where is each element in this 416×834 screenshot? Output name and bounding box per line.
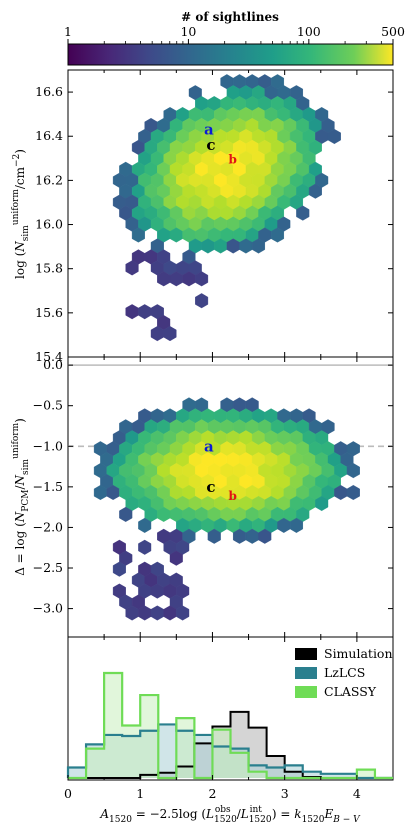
middle-hexbin — [289, 517, 303, 533]
axis-ticks: 0 1 2 3 4 15.4 15.6 15.8 16.0 16.2 16.4 16.6 0.0 −0.5… — [33, 70, 393, 801]
y-tick-label: 16.6 — [35, 84, 63, 99]
y-tick-label: 0.0 — [43, 357, 63, 372]
x-tick-label: 2 — [208, 786, 216, 801]
marker-c: c — [206, 136, 215, 154]
y-tick-label: 15.6 — [35, 305, 63, 320]
y-tick-label: 15.8 — [35, 261, 63, 276]
middle-hexbin — [138, 539, 152, 555]
top-hexbin — [327, 128, 341, 145]
y-tick-label: 16.0 — [35, 217, 63, 232]
middle-hexbin — [150, 605, 164, 621]
y-tick-label: 16.4 — [35, 128, 63, 143]
middle-hexbin — [346, 463, 360, 479]
middle-hexbin — [207, 528, 221, 544]
y-tick-label: −3.0 — [33, 601, 63, 616]
middle-hexbin — [112, 561, 126, 577]
bottom-panel-frame — [67, 636, 394, 781]
x-tick-label: 3 — [281, 786, 289, 801]
bottom-xlabel: A1520 = −2.5log (L1520obs/L1520int) = k1… — [99, 805, 361, 825]
middle-hexbin — [138, 517, 152, 533]
legend-label-lzlcs: LzLCS — [324, 665, 365, 680]
x-tick-label: 4 — [353, 786, 361, 801]
middle-hexbin — [346, 484, 360, 501]
colorbar-title: # of sightlines — [181, 10, 279, 24]
colorbar: # of sightlines 1 10 100 500 — [64, 10, 405, 66]
top-hexbin — [195, 293, 209, 309]
y-tick-label: −1.5 — [33, 479, 63, 494]
x-tick-label: 1 — [136, 786, 144, 801]
top-hexbin — [125, 260, 139, 276]
middle-hexbin — [119, 506, 133, 522]
marker-b: b — [228, 152, 236, 166]
y-tick-label: 16.2 — [35, 172, 63, 187]
colorbar-ticks: 1 10 100 500 — [64, 24, 405, 44]
colorbar-gradient — [67, 43, 394, 66]
top-ylabel: log (Nsimuniform/cm−2) — [11, 149, 31, 279]
middle-hexbins — [93, 397, 360, 621]
legend-label-simulation: Simulation — [324, 646, 393, 661]
y-tick-label: −2.5 — [33, 560, 63, 575]
top-hexbin — [195, 271, 209, 287]
middle-ylabel: Δ = log (NPCM/Nsimuniform) — [11, 418, 31, 576]
top-hexbins — [112, 74, 341, 342]
colorbar-tick-label: 100 — [297, 24, 321, 39]
colorbar-tick-label: 10 — [180, 24, 196, 39]
marker-a: a — [204, 437, 214, 455]
legend-swatch-classy — [295, 686, 317, 698]
top-hexbin — [251, 238, 265, 254]
middle-hexbin — [176, 605, 190, 621]
colorbar-tick-label: 1 — [64, 24, 72, 39]
middle-hexbin — [315, 495, 329, 512]
top-hexbin — [308, 183, 322, 199]
top-hexbin — [125, 304, 139, 320]
legend-swatch-simulation — [295, 648, 317, 660]
marker-a: a — [204, 121, 214, 139]
marker-b: b — [228, 489, 236, 503]
top-hexbin — [163, 326, 177, 342]
y-tick-label: 15.4 — [35, 349, 63, 364]
histogram-line-classy — [68, 671, 393, 780]
legend: Simulation LzLCS CLASSY — [295, 646, 393, 699]
marker-c: c — [206, 478, 215, 496]
top-hexbin — [138, 304, 152, 320]
top-hexbin — [296, 205, 310, 221]
middle-hexbin — [258, 528, 272, 544]
y-tick-label: −2.0 — [33, 519, 63, 534]
legend-label-classy: CLASSY — [324, 684, 377, 699]
middle-hexbin — [169, 550, 183, 566]
y-tick-label: −1.0 — [33, 438, 63, 453]
histogram-fill-classy — [68, 673, 393, 778]
top-hexbin — [270, 227, 284, 243]
y-tick-label: −0.5 — [33, 398, 63, 413]
x-tick-label: 0 — [64, 786, 72, 801]
colorbar-tick-label: 500 — [381, 24, 405, 39]
top-hexbin — [131, 227, 145, 243]
legend-swatch-lzlcs — [295, 667, 317, 679]
